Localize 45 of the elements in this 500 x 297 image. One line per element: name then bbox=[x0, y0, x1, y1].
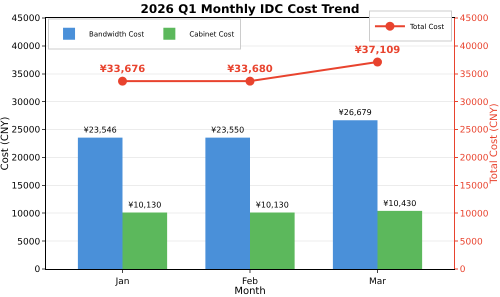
y-tick-label: 20000 bbox=[12, 154, 40, 164]
bar bbox=[332, 120, 378, 269]
y-tick-label: 10000 bbox=[12, 209, 40, 220]
y2-tick-label: 30000 bbox=[460, 98, 489, 108]
y2-tick-label: 0 bbox=[460, 265, 466, 276]
x-tick-label: Feb bbox=[242, 276, 258, 287]
chart-title: 2026 Q1 Monthly IDC Cost Trend bbox=[140, 2, 360, 16]
data-label: ¥33,676 bbox=[100, 64, 146, 76]
data-label: ¥23,546 bbox=[84, 126, 117, 135]
data-label: ¥10,130 bbox=[128, 200, 162, 210]
bar bbox=[378, 210, 422, 269]
bar bbox=[205, 138, 250, 269]
x-axis-title: Month bbox=[234, 286, 266, 297]
data-label: ¥10,130 bbox=[256, 200, 289, 210]
y2-tick-label: 25000 bbox=[460, 126, 489, 136]
y-tick-label: 5000 bbox=[17, 237, 40, 248]
bar bbox=[78, 138, 122, 269]
y2-tick-label: 20000 bbox=[460, 154, 489, 164]
data-label: ¥10,430 bbox=[383, 198, 416, 208]
y-tick-label: 45000 bbox=[12, 14, 40, 24]
data-label: ¥37,109 bbox=[354, 44, 400, 56]
y-tick-label: 0 bbox=[34, 265, 40, 276]
y2-tick-label: 15000 bbox=[460, 181, 489, 192]
data-label: ¥23,550 bbox=[211, 126, 244, 135]
y2-tick-label: 35000 bbox=[460, 70, 489, 80]
y2-tick-label: 40000 bbox=[460, 42, 489, 52]
y2-tick-label: 10000 bbox=[460, 209, 489, 220]
y-tick-label: 15000 bbox=[12, 181, 40, 192]
y-tick-label: 30000 bbox=[12, 98, 40, 108]
y-tick-label: 25000 bbox=[12, 126, 40, 136]
point bbox=[373, 58, 382, 67]
x-tick-label: Jan bbox=[114, 276, 130, 287]
y-axis-title: Cost (CNY) bbox=[0, 116, 11, 170]
point bbox=[118, 76, 127, 86]
y2-axis-title: Total Cost (CNY) bbox=[489, 103, 500, 185]
y2-tick-label: 5000 bbox=[460, 237, 483, 248]
point bbox=[246, 76, 254, 86]
x-tick-label: Mar bbox=[369, 276, 386, 287]
y-tick-label: 35000 bbox=[12, 70, 40, 80]
data-label: ¥33,680 bbox=[227, 64, 273, 76]
bar bbox=[250, 212, 295, 269]
y2-tick-label: 45000 bbox=[460, 14, 489, 24]
data-label: ¥26,679 bbox=[338, 108, 372, 118]
y-tick-label: 40000 bbox=[12, 42, 40, 52]
bar bbox=[122, 212, 168, 269]
